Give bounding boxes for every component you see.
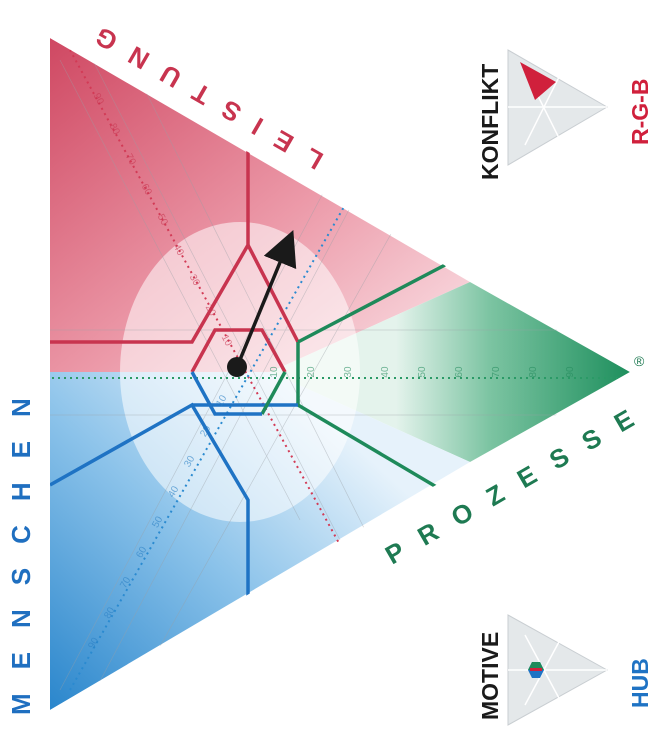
rgb-label: R-G-B	[627, 79, 653, 145]
red-boundary-2	[246, 244, 300, 343]
motive-hub-legend: MOTIVE HUB	[477, 614, 653, 726]
green-scale-tick-90: 90	[565, 366, 576, 378]
direction-arrow	[227, 230, 297, 377]
boundary-lines	[50, 145, 446, 610]
red-wedge-icon	[520, 62, 556, 100]
red-scale-tick-30: 30	[187, 273, 202, 288]
red-scale-tick-40: 40	[171, 243, 186, 258]
green-scale-tick-60: 60	[454, 366, 465, 378]
red-scale-tick-80: 80	[107, 122, 122, 137]
registered-mark: ®	[634, 353, 645, 369]
konflikt-label: KONFLIKT	[477, 64, 503, 180]
hub-label: HUB	[627, 658, 653, 708]
green-boundary	[297, 263, 446, 344]
green-scale-tick-80: 80	[528, 366, 539, 378]
green-scale-tick-10: 10	[269, 366, 280, 378]
blue-scale-tick-40: 40	[166, 484, 181, 500]
blue-scale-tick-30: 30	[182, 454, 197, 470]
red-scale-tick-90: 90	[91, 92, 106, 107]
konflikt-legend: KONFLIKT R-G-B	[477, 49, 653, 180]
blue-scale-tick-80: 80	[102, 605, 117, 621]
red-scale-tick-60: 60	[139, 182, 154, 197]
blue-boundary	[50, 402, 250, 610]
green-scale-tick-50: 50	[417, 366, 428, 378]
scale-axes	[52, 49, 625, 691]
green-boundary-2	[297, 403, 446, 494]
prozesse-region	[270, 282, 630, 462]
hexagon-dot-icon	[528, 662, 544, 678]
red-scale-tick-70: 70	[123, 152, 138, 167]
blue-scale-tick-70: 70	[118, 575, 133, 591]
blue-scale-tick-10: 10	[214, 393, 229, 409]
red-boundary	[50, 145, 250, 344]
red-scale-tick-10: 10	[219, 333, 234, 348]
blue-scale-tick-90: 90	[86, 636, 101, 652]
red-scale-tick-50: 50	[155, 212, 170, 227]
red-scale-tick-20: 20	[203, 303, 218, 318]
center-dot	[227, 357, 247, 377]
grid-lines	[50, 54, 600, 701]
green-scale-tick-20: 20	[306, 366, 317, 378]
green-scale-tick-30: 30	[343, 366, 354, 378]
motive-label: MOTIVE	[477, 632, 503, 720]
blue-scale-tick-20: 20	[198, 423, 213, 439]
menschen-label: MENSCHEN	[6, 374, 36, 715]
center-hexagon	[190, 328, 287, 416]
green-scale-tick-70: 70	[491, 366, 502, 378]
red-scale-axis	[69, 49, 341, 546]
green-scale-tick-40: 40	[380, 366, 391, 378]
blue-scale-tick-60: 60	[134, 545, 149, 561]
main-triangle	[50, 38, 630, 710]
blue-scale-tick-50: 50	[150, 514, 165, 530]
